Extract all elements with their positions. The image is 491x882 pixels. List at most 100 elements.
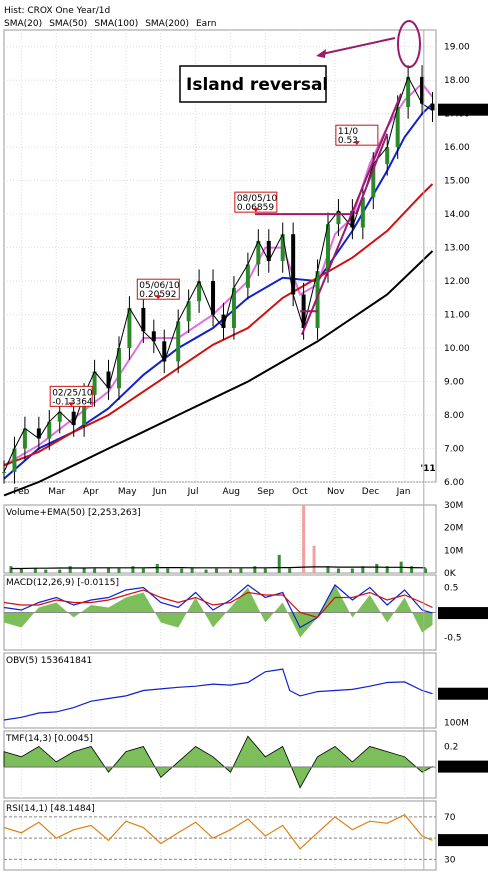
volume-bar: [239, 568, 243, 573]
price-tick-7: 12.00: [444, 277, 470, 287]
price-tick-0: 19.00: [444, 43, 470, 53]
ma-line-3: [3, 250, 434, 497]
volume-tick-1: 20M: [444, 524, 463, 534]
volume-bar: [33, 568, 37, 573]
volume-bar: [288, 568, 292, 573]
rsi-tick-2: 30: [444, 855, 456, 865]
x-tick-9: Nov: [327, 487, 345, 497]
macd-signal-line: [3, 589, 433, 619]
x-tick-5: Jul: [187, 487, 199, 497]
panels: 19.0018.0017.0016.0015.0014.0013.0012.00…: [2, 20, 488, 871]
volume-bar: [312, 545, 316, 573]
volume-bar: [107, 567, 111, 573]
annotation-arrow: [321, 37, 396, 55]
obv-title: OBV(5) 153641841: [6, 656, 92, 666]
volume-bar: [82, 568, 86, 573]
x-tick-8: Oct: [292, 487, 308, 497]
volume-tick-0: 30M: [444, 501, 463, 511]
price-candle: [256, 240, 261, 265]
price-candle: [47, 421, 52, 439]
earn-date-3: 11/0: [338, 127, 358, 137]
volume-bar: [350, 568, 354, 573]
price-candle: [197, 281, 202, 302]
panel-1: [3, 504, 437, 574]
price-candle: [280, 234, 285, 262]
price-candle: [106, 371, 111, 389]
price-candle: [221, 314, 226, 328]
volume-bar: [117, 568, 121, 573]
annotation-text: Island reversal: [186, 75, 328, 95]
volume-tick-3: 0K: [444, 569, 457, 579]
volume-bar: [253, 566, 257, 573]
x-tick-1: Mar: [48, 487, 65, 497]
macd-last-value: -0.0115: [441, 609, 476, 619]
x-tick-11: Jan: [396, 487, 411, 497]
obv-line: [3, 668, 433, 721]
price-candle: [406, 76, 411, 108]
macd-tick-2: -0.5: [444, 634, 462, 644]
price-last-value-bg: [438, 103, 488, 116]
volume-bar: [302, 505, 306, 573]
obv-last-value: 154M: [441, 690, 466, 700]
volume-ema-line: [11, 566, 426, 570]
price-candle: [127, 307, 132, 349]
obv-last-value-bg: [438, 687, 488, 700]
legend: SMA(20) SMA(50) SMA(100) SMA(200) Earn: [4, 19, 216, 29]
macd-line: [3, 584, 433, 629]
earn-marker-1: [155, 295, 162, 300]
price-candle: [186, 301, 191, 322]
price-candle: [176, 321, 181, 362]
ma-line-2: [3, 183, 434, 467]
x-tick-10: Dec: [362, 487, 379, 497]
price-candle: [326, 224, 330, 272]
x-tick-0: Feb: [13, 487, 29, 497]
earn-date-0: 02/25/10: [52, 388, 93, 398]
chart-title: Hist: CROX One Year/1d: [4, 6, 110, 16]
rsi-last-value: 48.1484: [441, 836, 478, 846]
price-candle: [420, 76, 425, 104]
price-candle: [2, 471, 6, 473]
x-tick-7: Sep: [257, 487, 274, 497]
price-candle: [231, 287, 236, 328]
price-candle: [245, 264, 250, 288]
volume-bar: [58, 569, 62, 573]
volume-bar: [131, 566, 135, 573]
island-ellipse: [397, 20, 421, 68]
price-candle: [266, 240, 271, 262]
tmf-last-value-bg: [438, 760, 488, 773]
price-candle: [385, 147, 390, 164]
volume-title: Volume+EMA(50) [2,253,263]: [6, 508, 141, 518]
volume-bar: [155, 563, 159, 573]
price-tick-6: 13.00: [444, 244, 470, 254]
panel-3: [3, 652, 437, 729]
rsi-title: RSI(14,1) [48.1484]: [6, 804, 95, 814]
price-candle: [430, 103, 435, 111]
price-tick-13: 6.00: [444, 478, 464, 488]
price-tick-1: 18.00: [444, 76, 470, 86]
volume-bar: [361, 566, 365, 573]
volume-tick-2: 10M: [444, 546, 463, 556]
x-tick-3: May: [118, 487, 137, 497]
tmf-area: [3, 735, 433, 789]
price-candle: [116, 348, 121, 389]
legend-item-1: SMA(50): [49, 19, 87, 29]
volume-bar: [336, 568, 340, 573]
legend-item-3: SMA(200): [145, 19, 189, 29]
x-tick-2: Apr: [83, 487, 99, 497]
price-candle: [350, 210, 355, 228]
annotation-arrowhead: [316, 49, 326, 58]
price-tick-3: 16.00: [444, 143, 470, 153]
x-tick-6: Aug: [222, 487, 240, 497]
price-candle: [92, 371, 97, 395]
macd-hist: [4, 585, 433, 638]
earn-date-1: 05/06/10: [139, 281, 180, 291]
volume-bar: [19, 568, 23, 573]
price-candle: [71, 411, 76, 426]
volume-bar: [180, 568, 184, 573]
price-last-value: 17.12: [441, 106, 467, 116]
volume-bar: [375, 563, 379, 573]
price-candle: [12, 448, 17, 472]
volume-bar: [166, 568, 170, 573]
trendline: [354, 133, 389, 215]
volume-bar: [424, 568, 428, 573]
